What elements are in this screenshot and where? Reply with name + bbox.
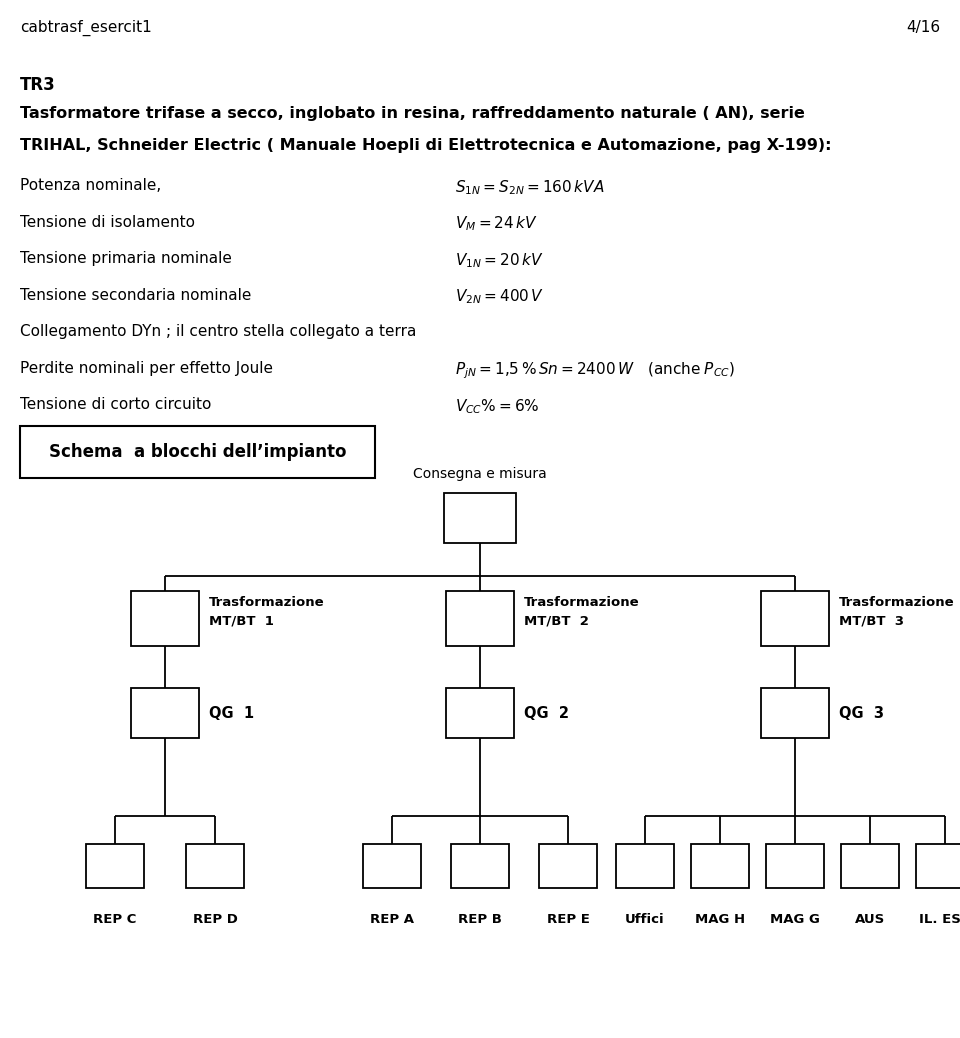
Bar xyxy=(761,591,829,646)
Text: Tensione di isolamento: Tensione di isolamento xyxy=(20,215,195,229)
Bar xyxy=(616,844,674,887)
Bar xyxy=(86,844,144,887)
Text: $P_{jN} = 1{,}5\,\%\,Sn = 2400\,W\quad(\mathrm{anche}\;P_{CC})$: $P_{jN} = 1{,}5\,\%\,Sn = 2400\,W\quad(\… xyxy=(455,360,735,381)
Text: Uffici: Uffici xyxy=(625,913,665,926)
Text: Schema  a blocchi dell’impianto: Schema a blocchi dell’impianto xyxy=(49,443,347,461)
Bar xyxy=(766,844,824,887)
Text: Collegamento DYn ; il centro stella collegato a terra: Collegamento DYn ; il centro stella coll… xyxy=(20,324,417,339)
Text: Potenza nominale,: Potenza nominale, xyxy=(20,177,161,193)
Bar xyxy=(451,844,509,887)
Text: Tensione di corto circuito: Tensione di corto circuito xyxy=(20,397,211,412)
Text: Consegna e misura: Consegna e misura xyxy=(413,467,547,481)
Text: MAG H: MAG H xyxy=(695,913,745,926)
Bar xyxy=(363,844,421,887)
Bar xyxy=(186,844,244,887)
Text: Tensione primaria nominale: Tensione primaria nominale xyxy=(20,251,232,266)
Bar xyxy=(131,591,199,646)
Text: Trasformazione
MT/BT  2: Trasformazione MT/BT 2 xyxy=(524,597,639,628)
Bar xyxy=(916,844,960,887)
Bar xyxy=(444,493,516,543)
Bar xyxy=(131,688,199,738)
Text: REP D: REP D xyxy=(193,913,237,926)
Bar xyxy=(761,688,829,738)
Text: Trasformazione
MT/BT  1: Trasformazione MT/BT 1 xyxy=(209,597,324,628)
Text: $S_{1N} = S_{2N} = 160\,kVA$: $S_{1N} = S_{2N} = 160\,kVA$ xyxy=(455,177,605,196)
Text: cabtrasf_esercit1: cabtrasf_esercit1 xyxy=(20,20,152,36)
Text: $V_{CC}\% = 6\%$: $V_{CC}\% = 6\%$ xyxy=(455,397,540,415)
Text: Tasformatore trifase a secco, inglobato in resina, raffreddamento naturale ( AN): Tasformatore trifase a secco, inglobato … xyxy=(20,106,804,121)
Text: QG  3: QG 3 xyxy=(839,706,884,720)
Text: TRIHAL, Schneider Electric ( Manuale Hoepli di Elettrotecnica e Automazione, pag: TRIHAL, Schneider Electric ( Manuale Hoe… xyxy=(20,138,831,153)
Text: Perdite nominali per effetto Joule: Perdite nominali per effetto Joule xyxy=(20,360,273,376)
Text: Trasformazione
MT/BT  3: Trasformazione MT/BT 3 xyxy=(839,597,954,628)
Text: 4/16: 4/16 xyxy=(906,20,940,35)
Text: REP C: REP C xyxy=(93,913,136,926)
Text: MAG G: MAG G xyxy=(770,913,820,926)
Text: REP E: REP E xyxy=(546,913,589,926)
Bar xyxy=(446,688,514,738)
Bar xyxy=(446,591,514,646)
Text: REP B: REP B xyxy=(458,913,502,926)
Text: Tensione secondaria nominale: Tensione secondaria nominale xyxy=(20,288,252,302)
Text: $V_{2N} = 400\,V$: $V_{2N} = 400\,V$ xyxy=(455,288,544,306)
Text: $V_M = 24\,kV$: $V_M = 24\,kV$ xyxy=(455,215,538,234)
Bar xyxy=(539,844,597,887)
Text: REP A: REP A xyxy=(370,913,414,926)
Bar xyxy=(841,844,899,887)
Text: $V_{1N} = 20\,kV$: $V_{1N} = 20\,kV$ xyxy=(455,251,543,270)
Text: QG  1: QG 1 xyxy=(209,706,254,720)
Text: QG  2: QG 2 xyxy=(524,706,569,720)
Bar xyxy=(20,426,375,479)
Text: IL. EST: IL. EST xyxy=(920,913,960,926)
Text: TR3: TR3 xyxy=(20,76,56,94)
Bar xyxy=(691,844,749,887)
Text: AUS: AUS xyxy=(854,913,885,926)
